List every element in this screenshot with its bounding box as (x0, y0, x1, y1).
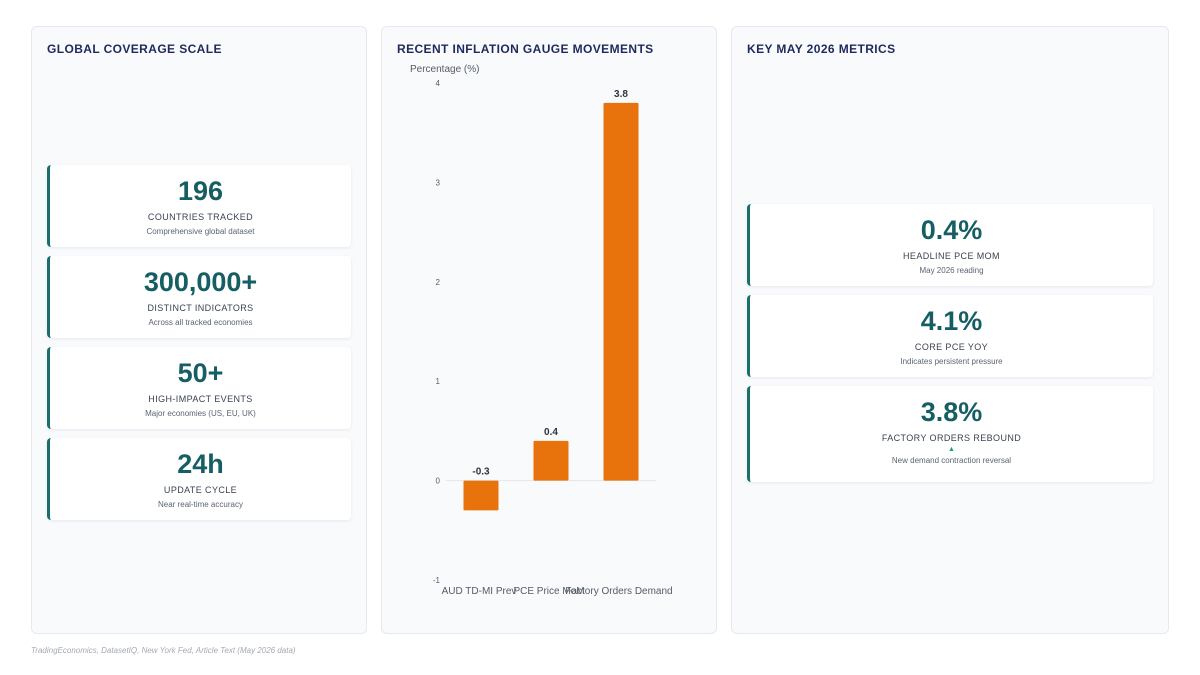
inflation-chart-panel: Percentage (%) -1 0 1 2 3 4 -0.3 0.4 3.8 AUD TD… (381, 26, 717, 634)
coverage-panel-title: GLOBAL COVERAGE SCALE (47, 42, 222, 56)
card-label: HEADLINE PCE MOM (903, 251, 1000, 261)
update-cycle-card: 24h UPDATE CYCLE Near real-time accuracy (47, 438, 351, 520)
chart-panel-title: RECENT INFLATION GAUGE MOVEMENTS (397, 42, 654, 56)
card-value: 24h (177, 449, 224, 479)
card-label: HIGH-IMPACT EVENTS (148, 394, 253, 404)
bar-3 (603, 102, 639, 481)
bar-data-label: 0.4 (544, 427, 558, 438)
distinct-indicators-card: 300,000+ DISTINCT INDICATORS Across all … (47, 256, 351, 338)
card-label: CORE PCE YOY (914, 342, 989, 352)
bar-1 (463, 480, 499, 511)
coverage-card-list: 196 COUNTRIES TRACKED Comprehensive glob… (47, 165, 351, 529)
y-tick-label: 1 (436, 377, 441, 386)
factory-orders-rebound-card: 3.8% FACTORY ORDERS REBOUND ▲ New demand… (747, 386, 1153, 482)
source-note: TradingEconomics, DatasetIQ, New York Fe… (31, 646, 296, 655)
countries-tracked-card: 196 COUNTRIES TRACKED Comprehensive glob… (47, 165, 351, 247)
card-subtext: May 2026 reading (919, 266, 984, 275)
metrics-panel: KEY MAY 2026 METRICS 0.4% HEADLINE PCE M… (731, 26, 1169, 634)
y-tick-label: -1 (433, 576, 441, 585)
high-impact-events-card: 50+ HIGH-IMPACT EVENTS Major economies (… (47, 347, 351, 429)
card-subtext: Near real-time accuracy (158, 500, 243, 509)
coverage-panel: GLOBAL COVERAGE SCALE 196 COUNTRIES TRAC… (31, 26, 367, 634)
x-category-label: Factory Orders Demand (565, 586, 672, 597)
card-value: 4.1% (920, 306, 983, 336)
card-label: UPDATE CYCLE (163, 485, 238, 495)
card-subtext: Indicates persistent pressure (900, 357, 1003, 366)
y-tick-label: 2 (436, 278, 441, 287)
card-value: 0.4% (920, 215, 983, 245)
card-value: 3.8% (920, 397, 983, 427)
card-subtext: New demand contraction reversal (891, 456, 1012, 465)
card-subtext: Major economies (US, EU, UK) (145, 409, 256, 418)
card-subtext: Comprehensive global dataset (146, 227, 255, 236)
card-value: 300,000+ (143, 267, 258, 297)
card-value: 196 (177, 176, 224, 206)
core-pce-yoy-card: 4.1% CORE PCE YOY Indicates persistent p… (747, 295, 1153, 377)
bar-data-label: 3.8 (614, 89, 628, 100)
card-label: COUNTRIES TRACKED (147, 212, 254, 222)
card-label: FACTORY ORDERS REBOUND (881, 433, 1022, 443)
card-subtext: Across all tracked economies (148, 318, 253, 327)
bar-data-label: -0.3 (472, 467, 490, 478)
bar-data-labels: -0.3 0.4 3.8 (472, 89, 628, 478)
headline-pce-mom-card: 0.4% HEADLINE PCE MOM May 2026 reading (747, 204, 1153, 286)
y-tick-label: 3 (436, 178, 441, 187)
bar-series (463, 102, 639, 511)
card-value: 50+ (177, 358, 224, 388)
y-tick-label: 0 (436, 477, 441, 486)
y-axis-label: Percentage (%) (410, 64, 479, 75)
x-category-label: AUD TD-MI Prev (442, 586, 517, 597)
card-label: DISTINCT INDICATORS (147, 303, 254, 313)
inflation-bar-chart: Percentage (%) -1 0 1 2 3 4 -0.3 0.4 3.8 AUD TD… (410, 64, 673, 597)
trend-up-icon: ▲ (948, 446, 955, 453)
metrics-panel-title: KEY MAY 2026 METRICS (747, 42, 896, 56)
x-category-label: PCE Price MoM (513, 586, 584, 597)
y-tick-label: 4 (436, 79, 441, 88)
metrics-card-list: 0.4% HEADLINE PCE MOM May 2026 reading 4… (747, 204, 1153, 491)
y-axis-ticks: -1 0 1 2 3 4 (433, 79, 441, 585)
bar-2 (533, 440, 569, 481)
